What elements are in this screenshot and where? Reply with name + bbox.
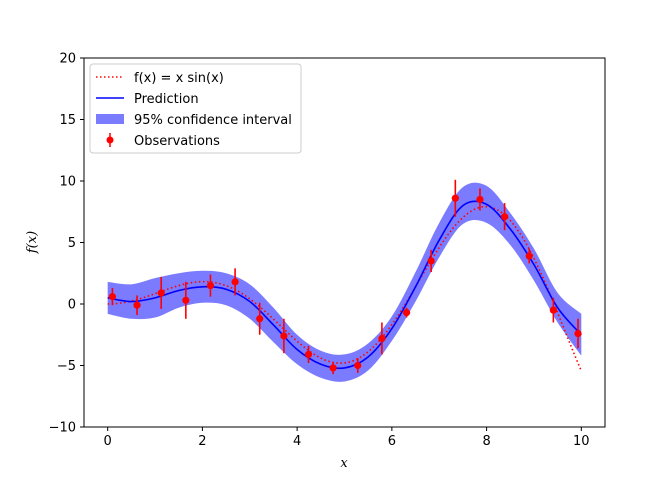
y-tick-label: 5 [68,236,76,251]
x-tick-label: 2 [198,434,206,449]
observation-point [108,293,117,301]
observation-point [157,289,165,297]
legend: f(x) = x sin(x) Prediction 95% confidenc… [89,63,302,154]
observation-point [329,364,337,372]
legend-true-function-label: f(x) = x sin(x) [134,71,224,86]
legend-confidence-label: 95% confidence interval [134,113,292,128]
observation-point [378,334,386,343]
observation-point [549,306,557,314]
x-axis-label: x [340,456,348,471]
observation-point [256,315,264,323]
observation-point [451,194,459,202]
true-function-line [107,205,583,372]
observation-point [500,213,509,221]
observation-point [525,252,533,260]
y-tick-label: 20 [59,52,76,67]
x-tick-label: 10 [573,434,590,449]
observation-point [304,350,313,359]
observation-point [206,281,215,290]
plot-area [107,179,583,382]
x-tick-label: 6 [388,434,396,449]
axis-ticks: 0 2 4 6 8 10 −10 −5 0 5 10 15 20 [49,52,590,450]
y-tick-label: −10 [49,421,76,436]
observation-point [427,257,435,265]
y-tick-label: 10 [59,175,76,190]
observation-point [354,361,362,370]
legend-prediction-label: Prediction [134,92,199,107]
observation-point [182,296,190,304]
x-tick-label: 4 [293,434,301,449]
observation-point [476,195,484,204]
legend-box [89,63,302,154]
y-tick-label: 0 [68,298,76,313]
observation-point [133,301,141,309]
confidence-interval-band [107,182,582,382]
observation-point [231,278,239,286]
observation-point [402,309,411,317]
legend-confidence-swatch [96,114,124,124]
x-tick-label: 8 [482,434,490,449]
x-tick-label: 0 [104,434,112,449]
y-axis-label: f(x) [25,231,40,254]
y-tick-label: −5 [57,359,76,374]
y-tick-label: 15 [59,113,76,128]
observation-point [280,332,288,340]
legend-observations-label: Observations [134,134,220,149]
observation-point [574,329,582,338]
legend-observations-marker [106,136,114,144]
